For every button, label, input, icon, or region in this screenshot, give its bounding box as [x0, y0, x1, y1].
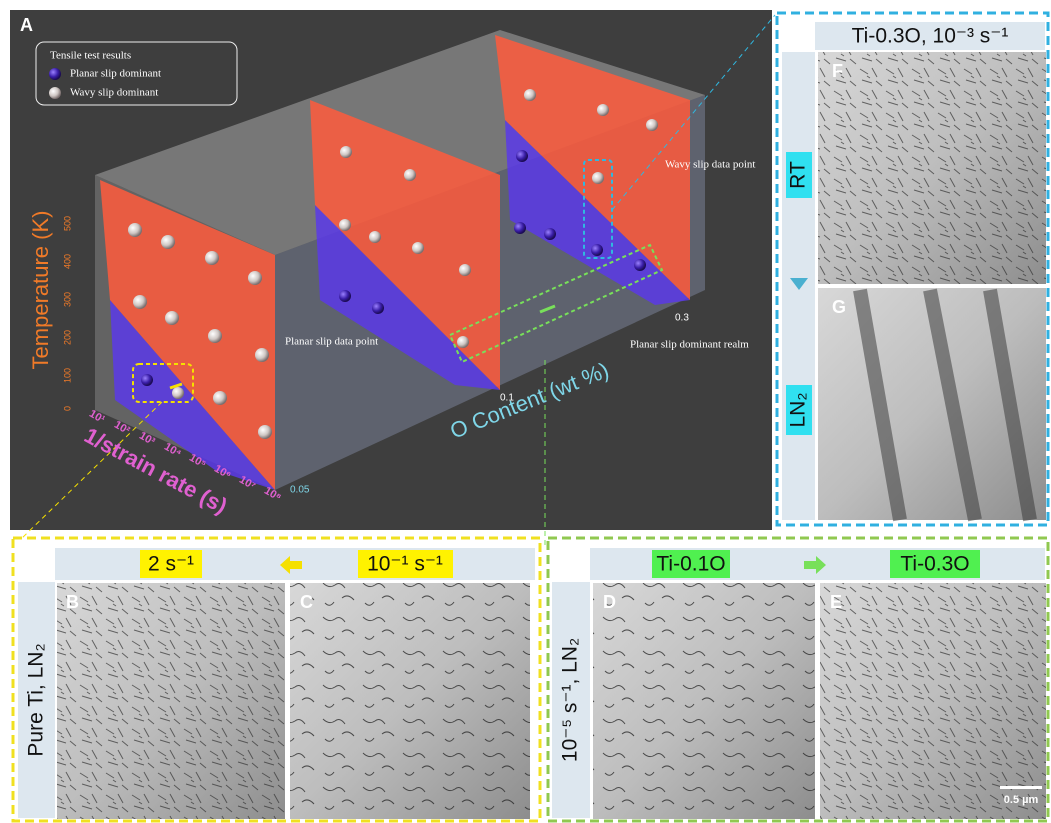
column-header: 10⁻¹ s⁻¹: [367, 553, 443, 576]
highlight: [652, 550, 730, 578]
column-header: Ti-0.1O: [656, 553, 725, 576]
column-header: Ti-0.3O: [900, 553, 969, 576]
column-header: Ti-0.3O, 10⁻³ s⁻¹: [852, 25, 1009, 48]
connector: [19, 401, 163, 541]
row-strip: [552, 582, 590, 818]
callout-f: [583, 159, 613, 259]
column-header: 2 s⁻¹: [148, 553, 194, 576]
annotation: Planar slip data point: [285, 336, 378, 348]
legend-item: Wavy slip dominant: [70, 87, 158, 99]
micrograph-texture: [290, 583, 530, 819]
micrograph-texture: [818, 52, 1046, 284]
row-label: LN₂: [787, 393, 810, 428]
red-plane: [495, 35, 690, 300]
legend-swatch: [49, 87, 61, 99]
panel-label: A: [20, 15, 33, 35]
micrograph-texture: [853, 288, 1037, 522]
connector: [611, 14, 776, 211]
panel-label: F: [832, 61, 843, 81]
header-bar: [815, 22, 1045, 50]
y-tick-label: 300: [62, 292, 72, 307]
highlight: [786, 152, 812, 198]
y-tick-label: 100: [62, 368, 72, 383]
highlight: [358, 550, 453, 578]
arrow: [169, 382, 183, 390]
legend-item: Planar slip dominant: [70, 68, 161, 80]
callout-b: [132, 363, 194, 403]
y-axis-label: Temperature (K): [28, 211, 53, 370]
panel-label: B: [66, 592, 79, 612]
planar-region: [505, 120, 690, 305]
legend: [35, 41, 238, 106]
arrow: [790, 278, 808, 290]
scale-bar: [1000, 786, 1042, 789]
micrograph-texture: [593, 583, 815, 819]
panel-label: G: [832, 297, 846, 317]
y-tick-label: 200: [62, 330, 72, 345]
annotation: Planar slip dominant realm: [630, 339, 749, 351]
arrow: [804, 556, 826, 574]
wavy-points: [128, 89, 658, 439]
arrow: [280, 556, 302, 574]
highlight: [786, 385, 812, 435]
panel-label: D: [603, 592, 616, 612]
callout-d: [448, 243, 664, 364]
y-tick-label: 0: [62, 406, 72, 411]
planar-points: [141, 150, 646, 386]
z-tick-label: 0.1: [500, 393, 514, 404]
annotation: Wavy slip data point: [665, 159, 755, 171]
red-plane: [100, 180, 275, 490]
z-tick-label: 0.3: [675, 313, 689, 324]
micrograph-texture: [820, 583, 1046, 819]
legend-title: Tensile test results: [50, 50, 131, 62]
row-label: 10⁻⁵ s⁻¹, LN₂: [559, 638, 582, 762]
row-label: Pure Ti, LN₂: [25, 643, 48, 756]
micrograph-texture: [57, 583, 285, 819]
z-tick-label: 0.05: [290, 485, 310, 496]
red-plane: [310, 100, 500, 390]
row-strip: [18, 582, 55, 818]
highlight: [140, 550, 202, 578]
highlight: [890, 550, 980, 578]
legend-swatch: [49, 68, 61, 80]
arrow: [539, 304, 556, 314]
y-tick-label: 500: [62, 216, 72, 231]
panel-label: E: [830, 592, 842, 612]
panel-label: C: [300, 592, 313, 612]
scale-bar-label: 0.5 µm: [1004, 794, 1039, 806]
row-label: RT: [787, 161, 810, 189]
y-tick-label: 400: [62, 254, 72, 269]
